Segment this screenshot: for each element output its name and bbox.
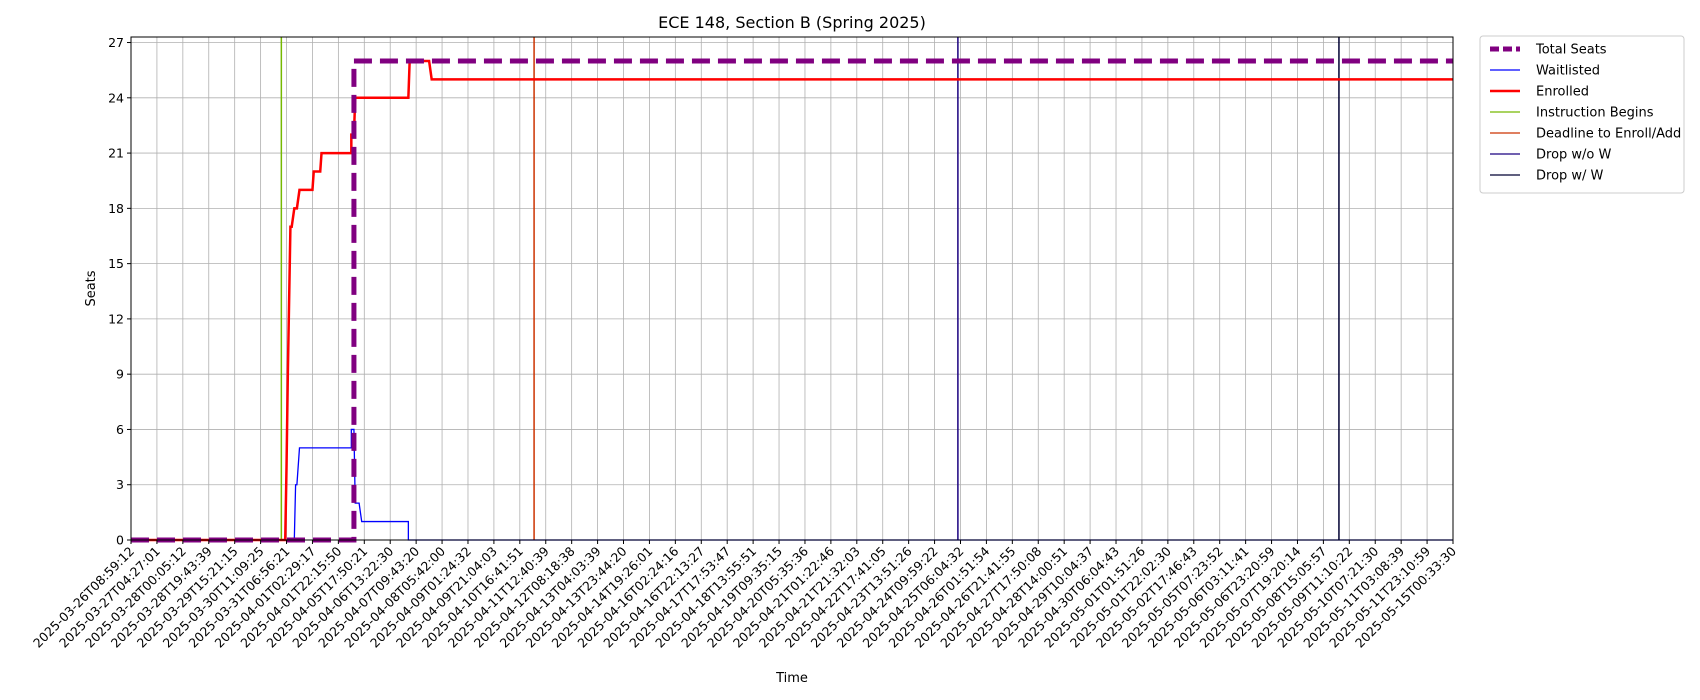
legend-label: Drop w/o W — [1536, 148, 1612, 163]
y-tick-label: 6 — [116, 422, 124, 437]
y-axis-label: Seats — [84, 270, 99, 306]
series-enrolled — [131, 59, 1453, 542]
series-waitlisted — [131, 428, 1453, 541]
y-tick-label: 12 — [108, 311, 124, 326]
y-tick-label: 9 — [116, 367, 124, 382]
legend-label: Instruction Begins — [1536, 106, 1654, 121]
legend-label: Enrolled — [1536, 85, 1589, 100]
legend-label: Total Seats — [1535, 43, 1607, 58]
legend-box — [1479, 35, 1685, 194]
series-total-seats — [131, 58, 1453, 543]
x-axis-label: Time — [775, 671, 808, 686]
y-tick-label: 27 — [108, 35, 124, 50]
legend-label: Deadline to Enroll/Add — [1536, 127, 1681, 142]
y-axis-ticks: 0 3 6 9 12 15 18 21 24 27 — [108, 35, 131, 548]
legend: Total Seats Waitlisted Enrolled Instruction… — [1479, 35, 1685, 194]
y-tick-label: 21 — [108, 146, 124, 161]
y-tick-label: 0 — [116, 533, 124, 548]
x-axis-ticks: 2025-03-26T08:59:122025-03-27T04:27:0120… — [30, 540, 1459, 651]
grid — [130, 37, 1454, 541]
legend-label: Waitlisted — [1536, 64, 1600, 79]
plot-frame — [130, 36, 1454, 541]
chart-title: ECE 148, Section B (Spring 2025) — [658, 13, 926, 32]
event-lines — [280, 37, 1340, 540]
y-tick-label: 18 — [108, 201, 124, 216]
y-tick-label: 3 — [116, 477, 124, 492]
y-tick-label: 15 — [108, 256, 124, 271]
series-lines — [131, 58, 1453, 543]
legend-label: Drop w/ W — [1536, 169, 1604, 184]
y-tick-label: 24 — [108, 90, 124, 105]
